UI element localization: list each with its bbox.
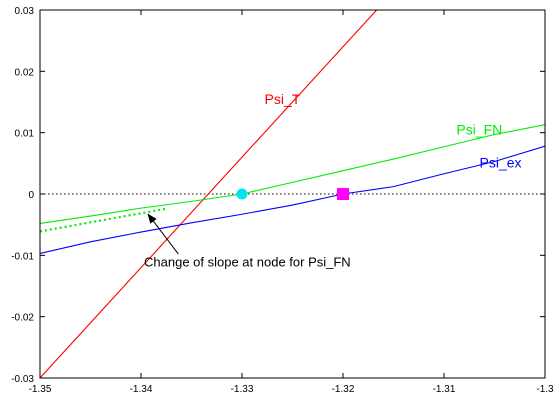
y-tick-label: 0.03 bbox=[15, 6, 35, 17]
node-square-marker bbox=[337, 188, 349, 200]
y-axis-ticks: -0.03 -0.02 -0.01 0 0.01 0.02 0.03 bbox=[11, 6, 545, 385]
annotation-arrow bbox=[147, 213, 179, 255]
node-circle-marker bbox=[236, 188, 248, 200]
series-label-psi-fn: Psi_FN bbox=[456, 122, 502, 138]
y-tick-label: -0.03 bbox=[11, 374, 34, 385]
series-label-psi-t: Psi_T bbox=[265, 91, 301, 107]
series-line-psi-t bbox=[40, 10, 378, 378]
x-tick-label: -1.32 bbox=[332, 384, 355, 395]
annotations: Change of slope at node for Psi_FN bbox=[144, 213, 351, 269]
series-labels: Psi_T Psi_FN Psi_ex bbox=[236, 91, 522, 200]
x-tick-label: -1.35 bbox=[29, 384, 52, 395]
plot-frame bbox=[39, 9, 546, 379]
x-tick-label: -1.34 bbox=[130, 384, 153, 395]
x-tick-label: -1.33 bbox=[231, 384, 254, 395]
y-tick-label: -0.02 bbox=[11, 313, 34, 324]
series-label-psi-ex: Psi_ex bbox=[480, 155, 522, 171]
x-tick-label: -1.31 bbox=[433, 384, 456, 395]
plot-area bbox=[40, 10, 545, 378]
y-tick-label: 0 bbox=[28, 190, 34, 201]
x-axis-ticks: -1.35 -1.34 -1.33 -1.32 -1.31 -1.3 bbox=[29, 10, 554, 395]
y-tick-label: 0.02 bbox=[15, 67, 35, 78]
series-line-psi-ex bbox=[40, 145, 545, 255]
x-tick-label: -1.3 bbox=[536, 384, 554, 395]
series-dotted-extension-psi-fn bbox=[40, 207, 167, 233]
y-tick-label: -0.01 bbox=[11, 251, 34, 262]
series-line-psi-fn bbox=[40, 124, 545, 224]
annotation-text: Change of slope at node for Psi_FN bbox=[144, 254, 351, 269]
y-tick-label: 0.01 bbox=[15, 129, 35, 140]
